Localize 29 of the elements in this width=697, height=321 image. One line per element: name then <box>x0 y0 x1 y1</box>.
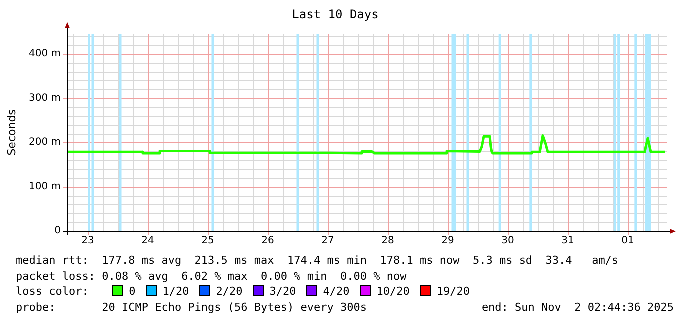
chart-title: Last 10 Days <box>292 7 379 22</box>
x-tick-label: 24 <box>142 236 154 247</box>
legend-title: loss color: <box>16 285 90 298</box>
y-tick-label: 400 m <box>28 48 61 60</box>
x-tick-label: 30 <box>502 236 514 247</box>
legend-label: 10/20 <box>376 285 410 298</box>
x-tick-label: 27 <box>322 236 334 247</box>
y-tick-label: 200 m <box>28 137 61 148</box>
legend-label: 0 <box>129 285 136 298</box>
y-axis-title: Seconds <box>5 109 18 156</box>
x-tick-label: 25 <box>202 236 214 247</box>
text: packet loss: 0.08 % avg 6.02 % max 0.00 % min 0.00 % now <box>16 268 408 284</box>
x-tick-label: 23 <box>82 236 94 247</box>
legend-label: 19/20 <box>436 285 470 298</box>
legend-label: 4/20 <box>323 285 350 298</box>
x-tick-label: 28 <box>382 236 394 247</box>
legend-label: 1/20 <box>162 285 190 298</box>
x-tick-label: 29 <box>442 236 454 247</box>
x-tick-label: 01 <box>622 236 634 247</box>
y-tick-label: 300 m <box>28 92 61 104</box>
y-tick-label: 100 m <box>28 181 61 192</box>
legend-label: 3/20 <box>270 285 296 298</box>
text: end: Sun Nov 2 02:44:36 2025 <box>482 300 674 315</box>
y-tick-label: 0 <box>54 226 61 237</box>
legend-label: 2/20 <box>216 285 243 298</box>
x-tick-label: 31 <box>562 236 574 247</box>
text: probe: 20 ICMP Echo Pings (56 Bytes) every 300s <box>16 300 367 314</box>
text: median rtt: 177.8 ms avg 213.5 ms max 174.4 ms min 178.1 ms now 5.3 ms sd 33.4 am/s <box>16 253 620 268</box>
x-tick-label: 26 <box>262 236 274 247</box>
